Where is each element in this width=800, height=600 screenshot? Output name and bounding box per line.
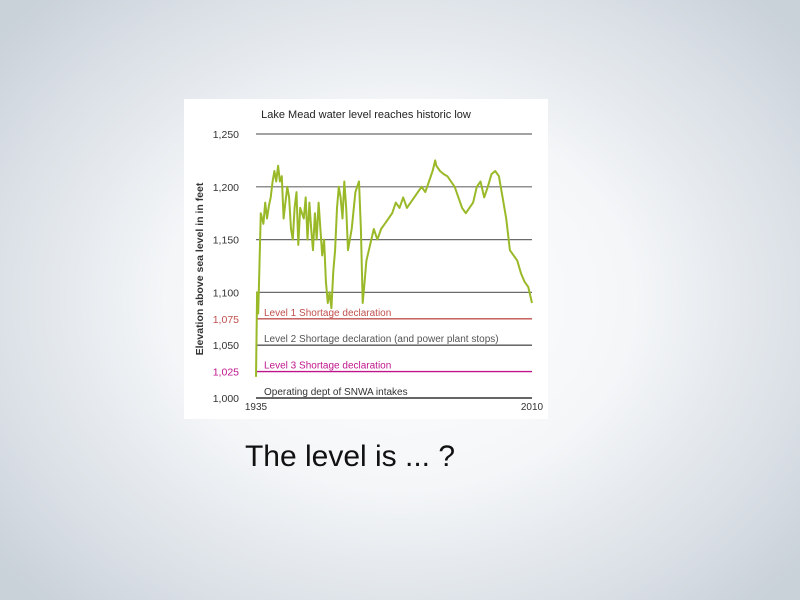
series-line [255, 159, 533, 377]
chart-panel: Lake Mead water level reaches historic l… [184, 99, 548, 419]
y-tick-label: 1,200 [213, 182, 239, 194]
slide-caption: The level is ... ? [244, 440, 456, 473]
chart-title: Lake Mead water level reaches historic l… [261, 109, 471, 121]
threshold-label: Level 2 Shortage declaration (and power … [264, 334, 499, 345]
y-axis-label: Elevation above sea level in in feet [194, 182, 206, 355]
threshold-label: Level 3 Shortage declaration [264, 361, 391, 372]
threshold-label: Operating dept of SNWA intakes [264, 387, 408, 398]
y-tick-label: 1,100 [213, 287, 239, 299]
y-tick-label: 1,000 [213, 393, 239, 405]
y-tick-label: 1,150 [213, 235, 239, 247]
y-tick-label: 1,050 [213, 340, 239, 352]
y-tick-label: 1,250 [213, 129, 239, 141]
line-chart: Lake Mead water level reaches historic l… [194, 109, 544, 413]
x-tick-label: 1935 [245, 402, 268, 413]
threshold-label: Level 1 Shortage declaration [264, 308, 391, 319]
y-tick-label: 1,075 [213, 314, 239, 326]
x-tick-label: 2010 [521, 402, 544, 413]
y-tick-label: 1,025 [213, 367, 239, 379]
